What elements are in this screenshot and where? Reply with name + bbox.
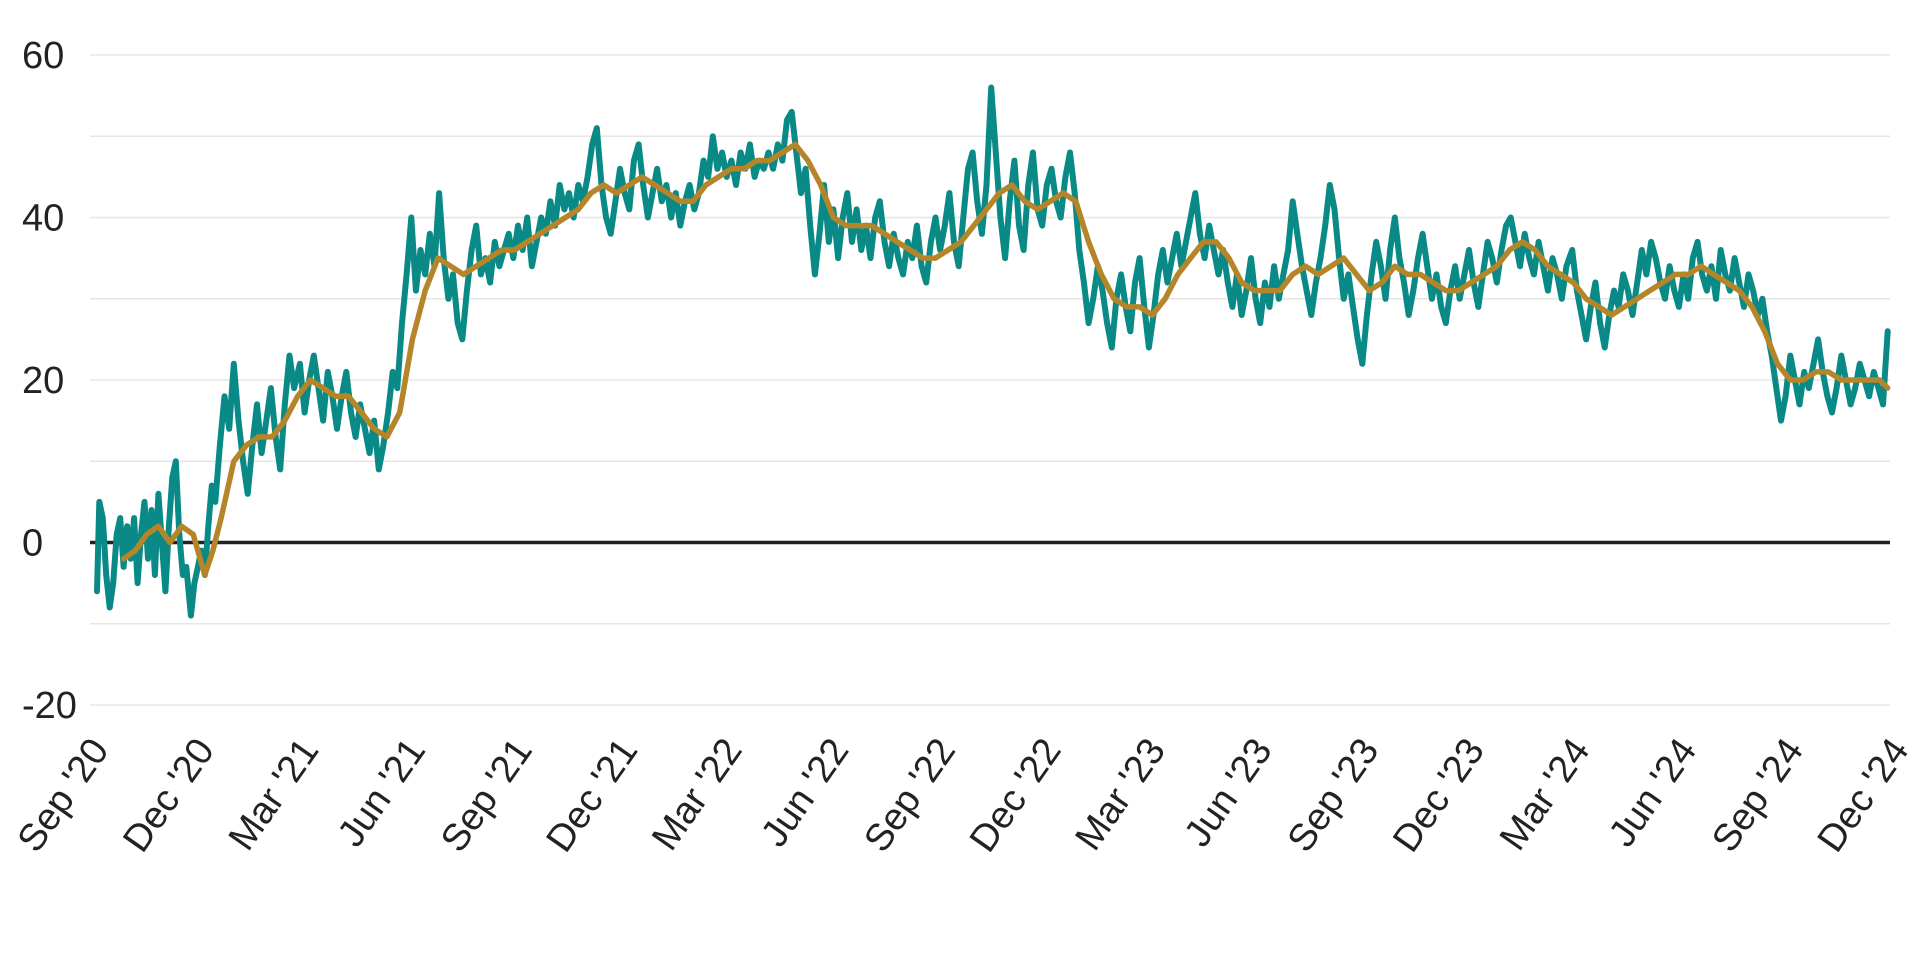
y-tick-label: 0: [22, 523, 43, 565]
series-line-smoothed: [120, 141, 1891, 578]
x-tick-label: Mar '21: [221, 731, 327, 858]
y-tick-label: -20: [22, 685, 77, 727]
y-axis-ticks: 60 40 20 0 -20: [22, 35, 77, 727]
x-tick-label: Dec '21: [539, 731, 647, 860]
x-tick-label: Jun '21: [330, 731, 434, 855]
x-tick-label: Sep '24: [1704, 731, 1812, 860]
x-tick-label: Mar '24: [1492, 731, 1598, 858]
x-tick-label: Mar '23: [1068, 731, 1174, 858]
x-tick-label: Jun '23: [1177, 731, 1281, 855]
y-tick-label: 40: [22, 198, 64, 240]
x-tick-label: Dec '22: [962, 731, 1070, 860]
x-tick-label: Dec '20: [115, 731, 223, 860]
x-tick-label: Dec '23: [1385, 731, 1493, 860]
series-line-daily: [94, 84, 1891, 619]
x-tick-label: Sep '21: [433, 731, 541, 860]
x-tick-label: Sep '22: [856, 731, 964, 860]
x-tick-label: Sep '23: [1280, 731, 1388, 860]
x-tick-label: Jun '24: [1601, 731, 1705, 855]
x-tick-label: Dec '24: [1810, 731, 1918, 860]
x-tick-label: Sep '20: [10, 731, 118, 860]
y-tick-label: 60: [22, 35, 64, 77]
y-tick-label: 20: [22, 360, 64, 402]
series-lines: [94, 84, 1891, 619]
x-tick-label: Mar '22: [644, 731, 750, 858]
x-tick-label: Jun '22: [753, 731, 857, 855]
